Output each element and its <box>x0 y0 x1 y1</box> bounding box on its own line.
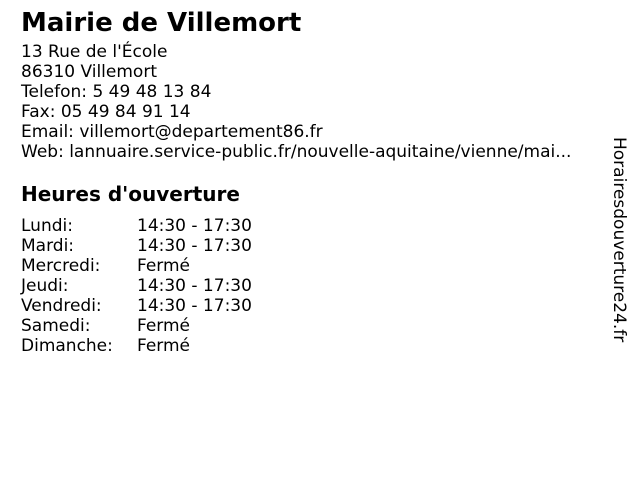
hours-row-mardi: Mardi: 14:30 - 17:30 <box>21 236 252 256</box>
day-label: Vendredi: <box>21 296 102 316</box>
hours-row-samedi: Samedi: Fermé <box>21 316 252 336</box>
page-title: Mairie de Villemort <box>21 8 302 38</box>
day-label: Dimanche: <box>21 336 113 356</box>
web-label: Web: <box>21 142 64 162</box>
day-hours: Fermé <box>137 256 191 276</box>
telefon-value: 5 49 48 13 84 <box>92 82 212 102</box>
contact-line-fax: Fax: 05 49 84 91 14 <box>21 102 571 122</box>
address-city: 86310 Villemort <box>21 62 157 82</box>
day-label: Lundi: <box>21 216 73 236</box>
day-hours: 14:30 - 17:30 <box>137 216 252 236</box>
day-label: Mercredi: <box>21 256 101 276</box>
email-label: Email: <box>21 122 74 142</box>
contact-line-telefon: Telefon: 5 49 48 13 84 <box>21 82 571 102</box>
day-hours: 14:30 - 17:30 <box>137 276 252 296</box>
address-street: 13 Rue de l'École <box>21 42 168 62</box>
web-url: lannuaire.service-public.fr/nouvelle-aqu… <box>69 142 572 162</box>
hours-table: Lundi: 14:30 - 17:30 Mardi: 14:30 - 17:3… <box>21 216 252 356</box>
watermark-container: Horairesdouverture24.fr <box>609 0 629 480</box>
day-label: Jeudi: <box>21 276 69 296</box>
hours-row-mercredi: Mercredi: Fermé <box>21 256 252 276</box>
email-value: villemort@departement86.fr <box>79 122 323 142</box>
fax-value: 05 49 84 91 14 <box>60 102 191 122</box>
hours-row-dimanche: Dimanche: Fermé <box>21 336 252 356</box>
hours-row-lundi: Lundi: 14:30 - 17:30 <box>21 216 252 236</box>
watermark-brand: Horairesdouverture24.fr <box>609 137 629 343</box>
fax-label: Fax: <box>21 102 56 122</box>
day-hours: Fermé <box>137 316 191 336</box>
hours-heading: Heures d'ouverture <box>21 182 240 206</box>
hours-row-jeudi: Jeudi: 14:30 - 17:30 <box>21 276 252 296</box>
telefon-label: Telefon: <box>21 82 88 102</box>
contact-line-web: Web: lannuaire.service-public.fr/nouvell… <box>21 142 571 162</box>
address-block: 13 Rue de l'École 86310 Villemort Telefo… <box>21 42 571 162</box>
contact-line-email: Email: villemort@departement86.fr <box>21 122 571 142</box>
day-hours: Fermé <box>137 336 191 356</box>
day-label: Samedi: <box>21 316 91 336</box>
hours-row-vendredi: Vendredi: 14:30 - 17:30 <box>21 296 252 316</box>
day-label: Mardi: <box>21 236 75 256</box>
day-hours: 14:30 - 17:30 <box>137 236 252 256</box>
day-hours: 14:30 - 17:30 <box>137 296 252 316</box>
